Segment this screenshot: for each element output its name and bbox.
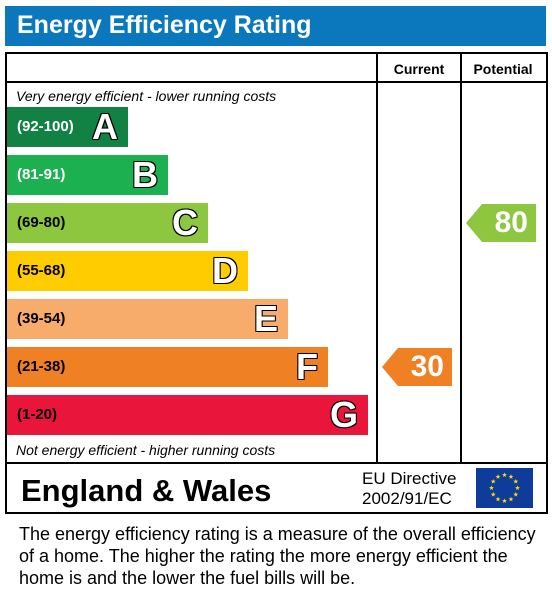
header-divider <box>5 81 548 83</box>
flag-star <box>489 485 494 491</box>
flag-star <box>508 496 514 502</box>
current-column-header: Current <box>393 61 445 77</box>
title-bar: Energy Efficiency Rating <box>5 6 546 46</box>
flag-star <box>495 474 501 479</box>
flag-star <box>515 485 520 491</box>
band-b: (81-91) B <box>7 155 168 195</box>
band-c: (69-80) C <box>7 203 208 243</box>
arrow-polygon <box>382 348 452 386</box>
band-range-label: (39-54) <box>17 310 66 327</box>
footer-divider <box>5 462 548 464</box>
band-range-label: (1-20) <box>17 406 58 423</box>
flag-star <box>508 474 514 479</box>
band-g: (1-20) G <box>7 395 368 435</box>
region-label: England & Wales <box>21 473 272 508</box>
band-letter: A <box>92 106 118 147</box>
current-rating-value: 30 <box>410 350 444 383</box>
potential-column-divider <box>460 52 462 464</box>
band-e: (39-54) E <box>7 299 288 339</box>
band-range-label: (92-100) <box>17 118 74 135</box>
arrow-shape <box>382 348 452 386</box>
bottom-caption: Not energy efficient - higher running co… <box>16 442 276 458</box>
eu-flag-icon <box>476 468 533 508</box>
flag-star <box>502 472 507 478</box>
directive-line-1: EU Directive <box>362 469 457 488</box>
band-d: (55-68) D <box>7 251 248 291</box>
band-letter: B <box>132 154 158 195</box>
flag-star <box>490 491 496 497</box>
flag-star <box>502 498 507 504</box>
band-letter: E <box>253 298 278 339</box>
band-letter: F <box>296 346 318 387</box>
flag-star <box>513 478 519 484</box>
flag-star <box>513 491 519 497</box>
potential-column-header: Potential <box>473 61 533 77</box>
footnote: The energy efficiency rating is a measur… <box>19 524 536 588</box>
flag-star <box>490 478 496 484</box>
band-letter: C <box>172 202 198 243</box>
arrow-shape <box>466 204 536 242</box>
current-column-divider <box>376 52 378 464</box>
directive-line-2: 2002/91/EC <box>362 489 452 508</box>
chart-title: Energy Efficiency Rating <box>17 11 312 39</box>
arrow-polygon <box>466 204 536 242</box>
potential-rating-arrow: 80 <box>466 204 536 242</box>
flag-star <box>495 496 501 502</box>
band-range-label: (81-91) <box>17 166 66 183</box>
current-rating-arrow: 30 <box>382 348 452 386</box>
rating-table <box>5 52 548 514</box>
eu-directive: EU Directive 2002/91/EC <box>362 469 456 509</box>
potential-rating-value: 80 <box>494 206 528 239</box>
band-f: (21-38) F <box>7 347 328 387</box>
band-letter: D <box>212 250 238 291</box>
band-a: (92-100) A <box>7 107 128 147</box>
band-range-label: (21-38) <box>17 358 66 375</box>
band-range-label: (69-80) <box>17 214 66 231</box>
top-caption: Very energy efficient - lower running co… <box>16 88 277 104</box>
band-letter: G <box>329 394 358 435</box>
band-range-label: (55-68) <box>17 262 66 279</box>
